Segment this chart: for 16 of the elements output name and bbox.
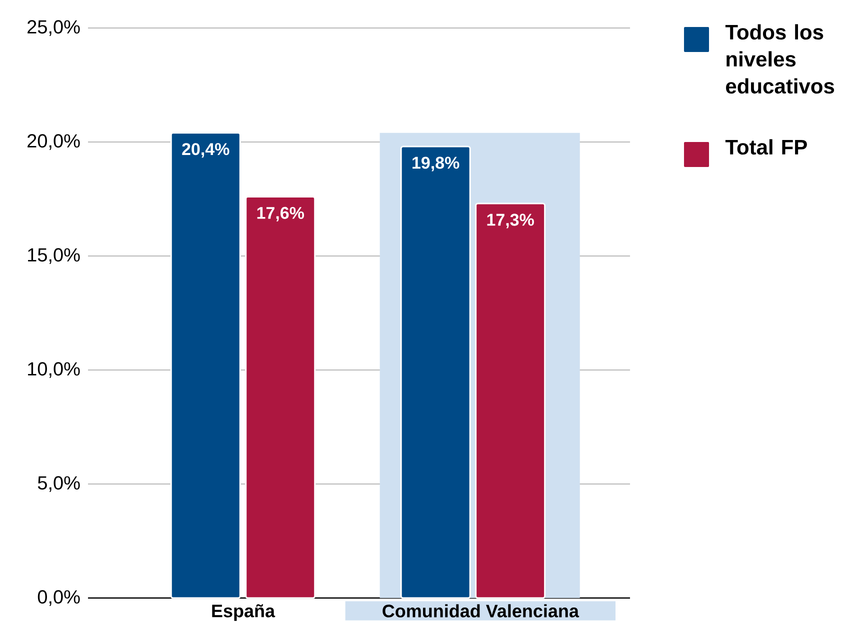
x-tick-label: España [212, 604, 276, 621]
bar [170, 132, 241, 599]
x-tick-label: Comunidad Valenciana [382, 604, 580, 618]
bar [245, 196, 316, 599]
y-tick-label: 0,0% [38, 590, 80, 606]
y-tick-label: 20,0% [28, 134, 80, 150]
data-label: 17,6% [257, 206, 304, 222]
data-label: 17,3% [487, 214, 534, 228]
y-tick-label: 25,0% [28, 20, 80, 36]
y-tick-label: 15,0% [28, 248, 80, 264]
y-tick-label: 5,0% [38, 476, 80, 492]
legend-label: Todos los niveles educativos [725, 24, 834, 94]
y-tick-label: 10,0% [28, 362, 80, 378]
data-label: 20,4% [182, 143, 230, 158]
legend-label: Total FP [725, 139, 807, 155]
data-label: 19,8% [412, 156, 460, 172]
